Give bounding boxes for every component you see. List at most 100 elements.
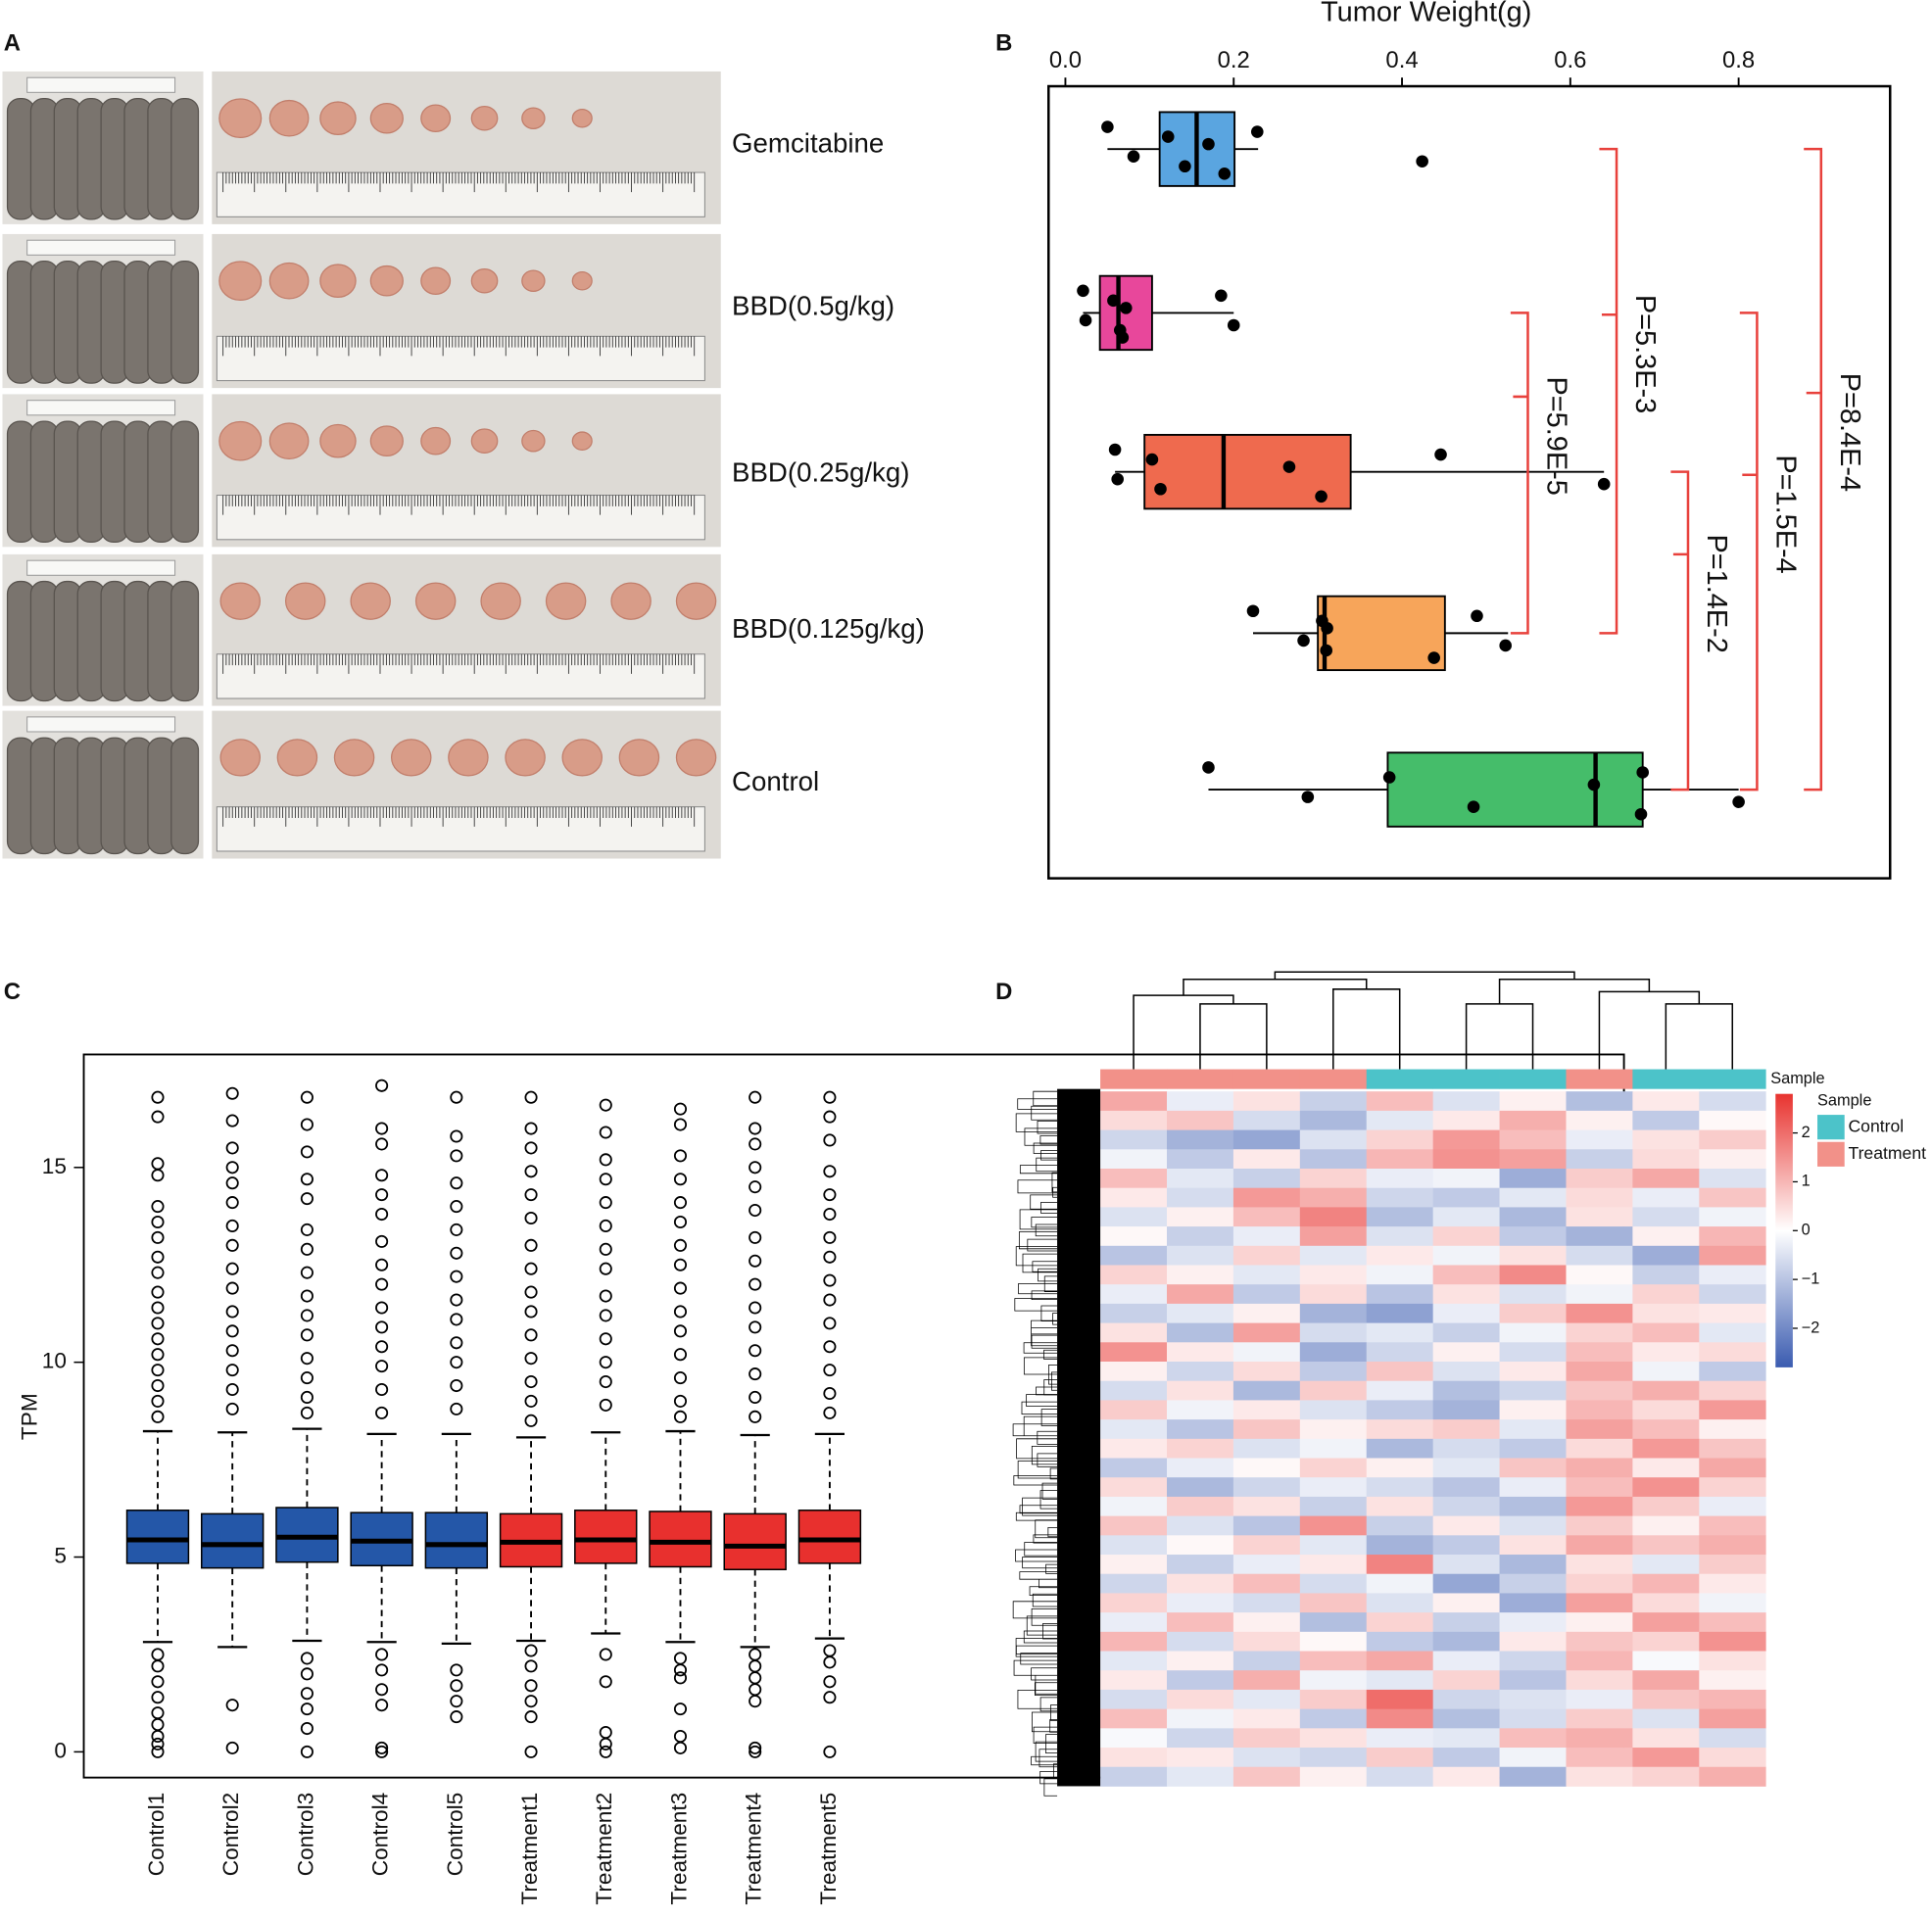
heat-cell bbox=[1499, 1573, 1567, 1594]
outlier bbox=[599, 1356, 612, 1369]
heat-cell bbox=[1366, 1555, 1434, 1575]
heat-cell bbox=[1366, 1496, 1434, 1516]
outlier bbox=[450, 1356, 463, 1369]
heat-cell bbox=[1699, 1748, 1766, 1768]
point bbox=[1499, 639, 1512, 652]
heat-cell bbox=[1166, 1477, 1234, 1498]
outlier bbox=[749, 1410, 762, 1423]
ruler-ticks bbox=[222, 336, 696, 357]
outlier bbox=[673, 1102, 688, 1116]
outlier bbox=[375, 1301, 389, 1315]
heat-cell bbox=[1100, 1400, 1168, 1420]
heat-cell bbox=[1632, 1612, 1700, 1633]
annotation-cell bbox=[1299, 1069, 1368, 1089]
p-value: P=5.3E-3 bbox=[1629, 295, 1661, 413]
heat-cell bbox=[1699, 1129, 1766, 1150]
outlier bbox=[823, 1293, 837, 1307]
heat-cell bbox=[1499, 1689, 1567, 1710]
heat-cell bbox=[1366, 1458, 1434, 1478]
box bbox=[200, 1512, 265, 1569]
heat-cell bbox=[1366, 1515, 1434, 1536]
outlier bbox=[151, 1364, 165, 1377]
heat-cell bbox=[1499, 1149, 1567, 1170]
point bbox=[1282, 460, 1296, 473]
outlier bbox=[749, 1204, 762, 1218]
box bbox=[649, 1510, 712, 1568]
heat-cell bbox=[1100, 1708, 1168, 1729]
outlier bbox=[151, 1691, 165, 1704]
heat-cell bbox=[1632, 1651, 1700, 1671]
outlier bbox=[151, 1301, 165, 1315]
outlier bbox=[151, 1200, 165, 1214]
heat-cell bbox=[1366, 1265, 1434, 1285]
outlier bbox=[450, 1200, 463, 1214]
annotation-cell bbox=[1232, 1069, 1301, 1089]
heat-cell bbox=[1232, 1748, 1301, 1768]
heat-cell bbox=[1499, 1477, 1567, 1498]
tumor bbox=[333, 739, 375, 777]
outlier bbox=[823, 1655, 837, 1669]
tumor bbox=[218, 420, 263, 461]
point bbox=[1101, 120, 1114, 133]
tumor bbox=[571, 108, 593, 128]
outlier bbox=[450, 1336, 463, 1350]
outlier bbox=[375, 1122, 389, 1135]
heat-cell bbox=[1232, 1477, 1301, 1498]
heat-cell bbox=[1100, 1342, 1168, 1363]
heat-cell bbox=[1432, 1458, 1500, 1478]
point bbox=[1108, 443, 1122, 456]
box bbox=[1386, 751, 1644, 828]
heat-cell bbox=[1632, 1110, 1700, 1130]
bracket bbox=[1804, 147, 1823, 791]
heat-cell bbox=[1566, 1458, 1633, 1478]
heat-cell bbox=[1699, 1245, 1766, 1266]
outlier bbox=[375, 1079, 389, 1092]
heat-cell bbox=[1499, 1535, 1567, 1556]
heat-cell bbox=[1166, 1187, 1234, 1208]
outlier bbox=[599, 1262, 612, 1275]
y-tick-label: 10 bbox=[42, 1349, 67, 1373]
outlier bbox=[450, 1663, 463, 1677]
ruler-ticks bbox=[222, 806, 696, 827]
mouse bbox=[170, 420, 200, 543]
outlier bbox=[225, 1196, 239, 1210]
outlier bbox=[225, 1344, 239, 1358]
heat-cell bbox=[1299, 1496, 1368, 1516]
tumor bbox=[268, 422, 310, 459]
heat-cell bbox=[1299, 1419, 1368, 1440]
dendrogram bbox=[1183, 978, 1368, 996]
heat-cell bbox=[1566, 1496, 1633, 1516]
outlier bbox=[673, 1173, 688, 1186]
heat-cell bbox=[1699, 1612, 1766, 1633]
heat-cell bbox=[1566, 1400, 1633, 1420]
outlier bbox=[524, 1695, 538, 1708]
heat-cell bbox=[1299, 1129, 1368, 1150]
outlier bbox=[375, 1258, 389, 1271]
heat-cell bbox=[1699, 1555, 1766, 1575]
heat-cell bbox=[1366, 1226, 1434, 1247]
tumor bbox=[448, 739, 489, 777]
heat-cell bbox=[1699, 1400, 1766, 1420]
outlier bbox=[749, 1671, 762, 1685]
outlier bbox=[749, 1741, 762, 1754]
point bbox=[1107, 294, 1120, 308]
tumor bbox=[319, 264, 357, 299]
point bbox=[1145, 453, 1159, 466]
outlier bbox=[823, 1406, 837, 1419]
outlier bbox=[225, 1699, 239, 1712]
heat-cell bbox=[1166, 1593, 1234, 1613]
heat-cell bbox=[1566, 1515, 1633, 1536]
panel-label: A bbox=[4, 30, 21, 57]
heat-cell bbox=[1100, 1612, 1168, 1633]
ruler-ticks bbox=[222, 495, 696, 515]
heat-cell bbox=[1499, 1400, 1567, 1420]
heat-cell bbox=[1566, 1207, 1633, 1227]
heat-cell bbox=[1166, 1631, 1234, 1652]
heat-cell bbox=[1100, 1110, 1168, 1130]
heat-cell bbox=[1632, 1670, 1700, 1691]
point bbox=[1732, 795, 1745, 808]
heat-cell bbox=[1166, 1380, 1234, 1401]
outlier bbox=[300, 1223, 314, 1236]
p-value: P=5.9E-5 bbox=[1541, 377, 1572, 496]
outlier bbox=[599, 1332, 612, 1346]
